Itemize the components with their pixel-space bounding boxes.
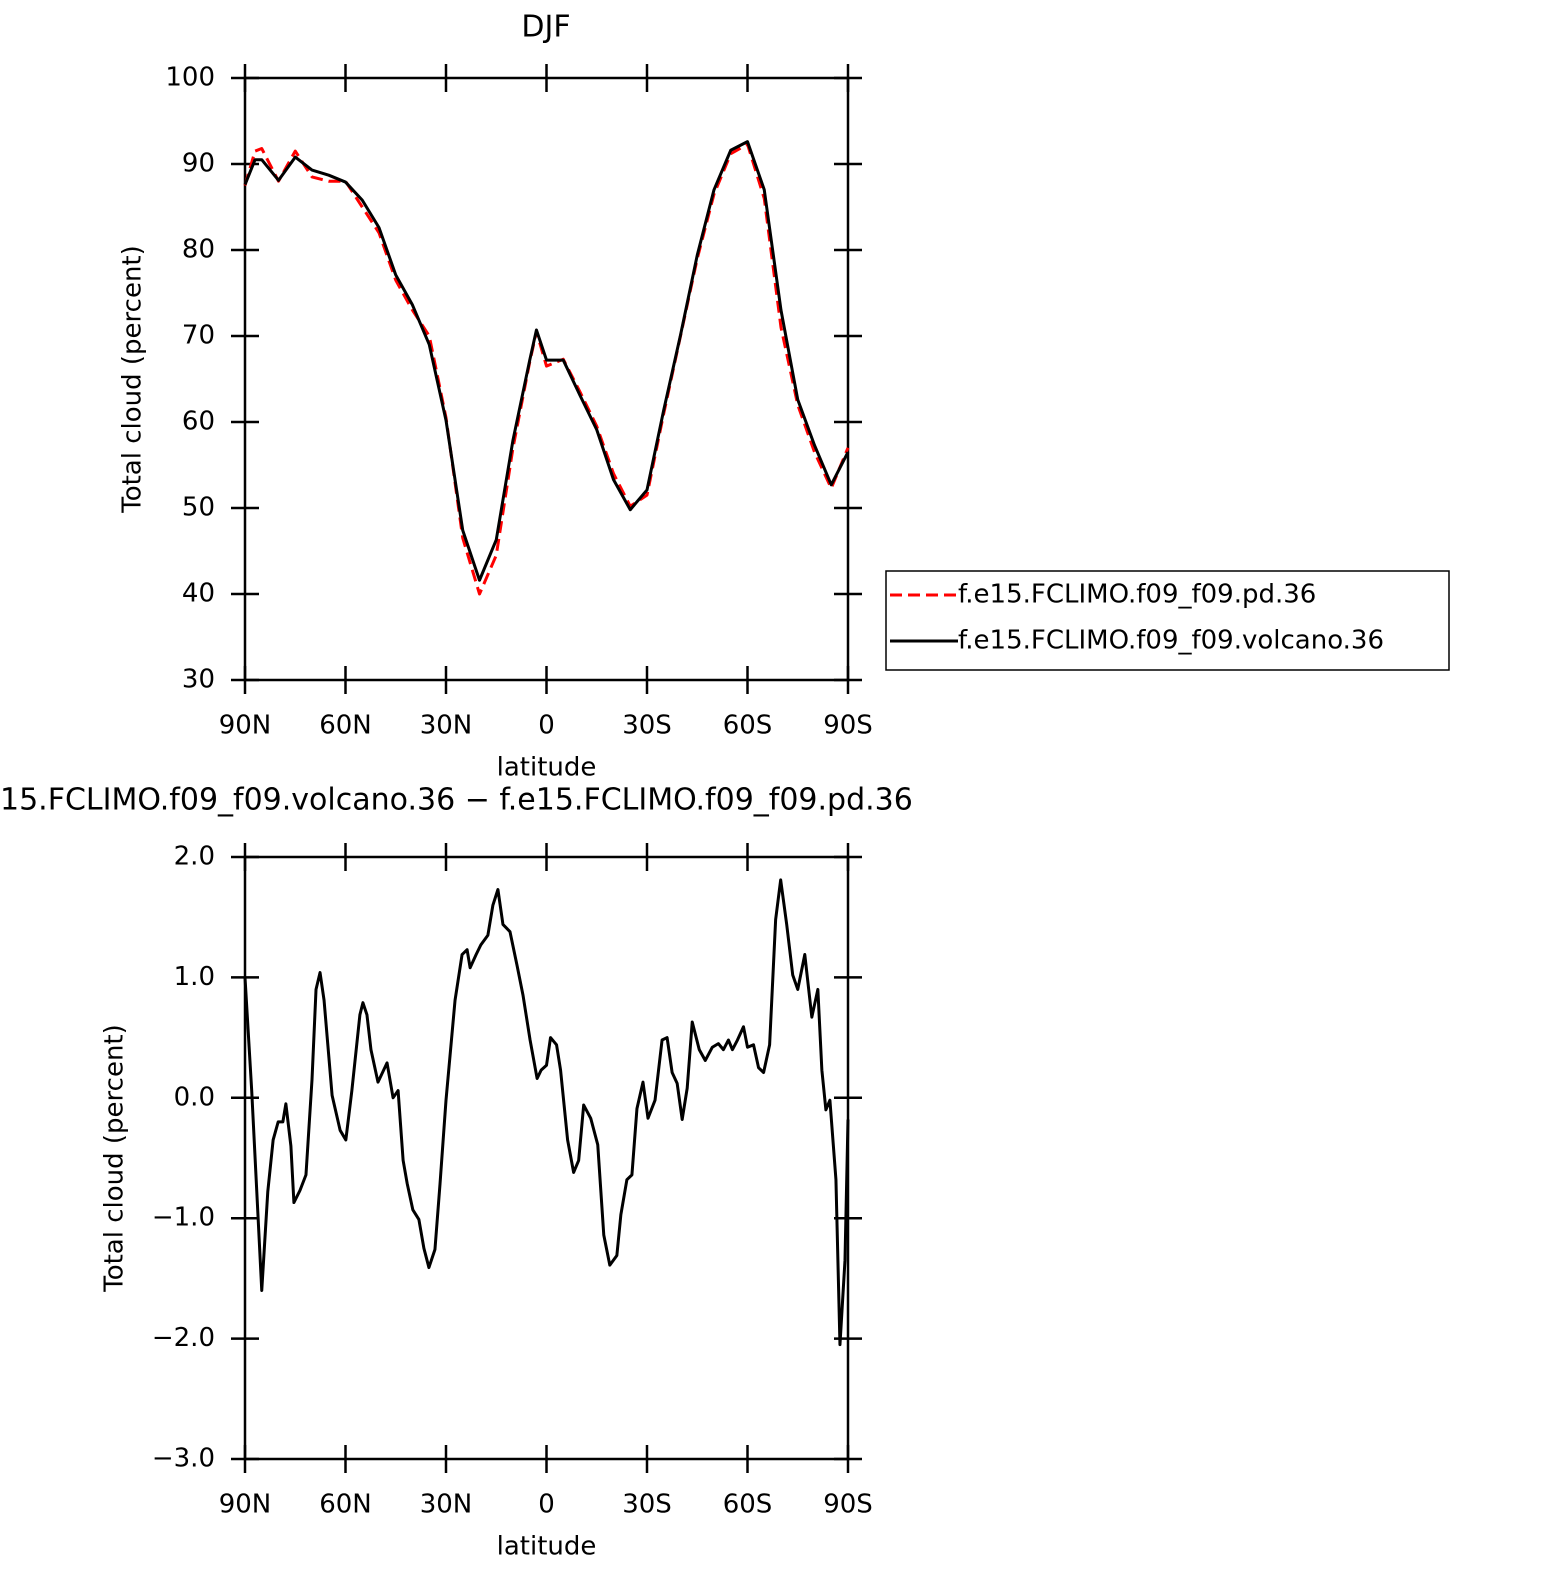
y-tick-label: 100 (165, 63, 215, 93)
y-tick-label: −2.0 (152, 1323, 215, 1353)
chart-title: 15.FCLIMO.f09_f09.volcano.36 − f.e15.FCL… (0, 783, 913, 818)
y-tick-label: −1.0 (152, 1203, 215, 1233)
y-tick-label: 0.0 (174, 1082, 215, 1112)
y-axis-label: Total cloud (percent) (100, 1024, 130, 1293)
x-tick-label: 60N (319, 1490, 372, 1520)
x-tick-label: 90S (823, 1490, 873, 1520)
x-tick-label: 90N (219, 1490, 272, 1520)
data-line (243, 142, 850, 596)
x-axis-label: latitude (497, 753, 597, 783)
x-tick-label: 0 (538, 1490, 555, 1520)
x-tick-label: 30S (622, 1490, 672, 1520)
x-tick-label: 0 (538, 711, 555, 741)
x-tick-label: 90N (219, 711, 272, 741)
x-tick-label: 90S (823, 711, 873, 741)
y-tick-label: 30 (182, 665, 215, 695)
data-line (243, 878, 850, 1347)
y-tick-label: 90 (182, 149, 215, 179)
plot-frame (243, 855, 850, 1461)
y-tick-label: 70 (182, 321, 215, 351)
x-tick-label: 60S (723, 1490, 773, 1520)
legend-label: f.e15.FCLIMO.f09_f09.volcano.36 (958, 626, 1384, 656)
y-tick-label: 50 (182, 493, 215, 523)
y-axis-label: Total cloud (percent) (118, 245, 148, 514)
x-tick-label: 60S (723, 711, 773, 741)
legend-label: f.e15.FCLIMO.f09_f09.pd.36 (958, 580, 1316, 610)
y-tick-label: −3.0 (152, 1444, 215, 1474)
x-tick-label: 30N (420, 1490, 473, 1520)
x-tick-label: 30N (420, 711, 473, 741)
x-tick-label: 60N (319, 711, 372, 741)
legend-box (885, 570, 1450, 671)
y-tick-label: 60 (182, 407, 215, 437)
chart-title: DJF (521, 10, 570, 45)
x-tick-label: 30S (622, 711, 672, 741)
y-tick-label: 1.0 (174, 962, 215, 992)
data-line (243, 140, 850, 582)
y-tick-label: 80 (182, 235, 215, 265)
y-tick-label: 40 (182, 579, 215, 609)
x-axis-label: latitude (497, 1532, 597, 1562)
y-tick-label: 2.0 (174, 842, 215, 872)
